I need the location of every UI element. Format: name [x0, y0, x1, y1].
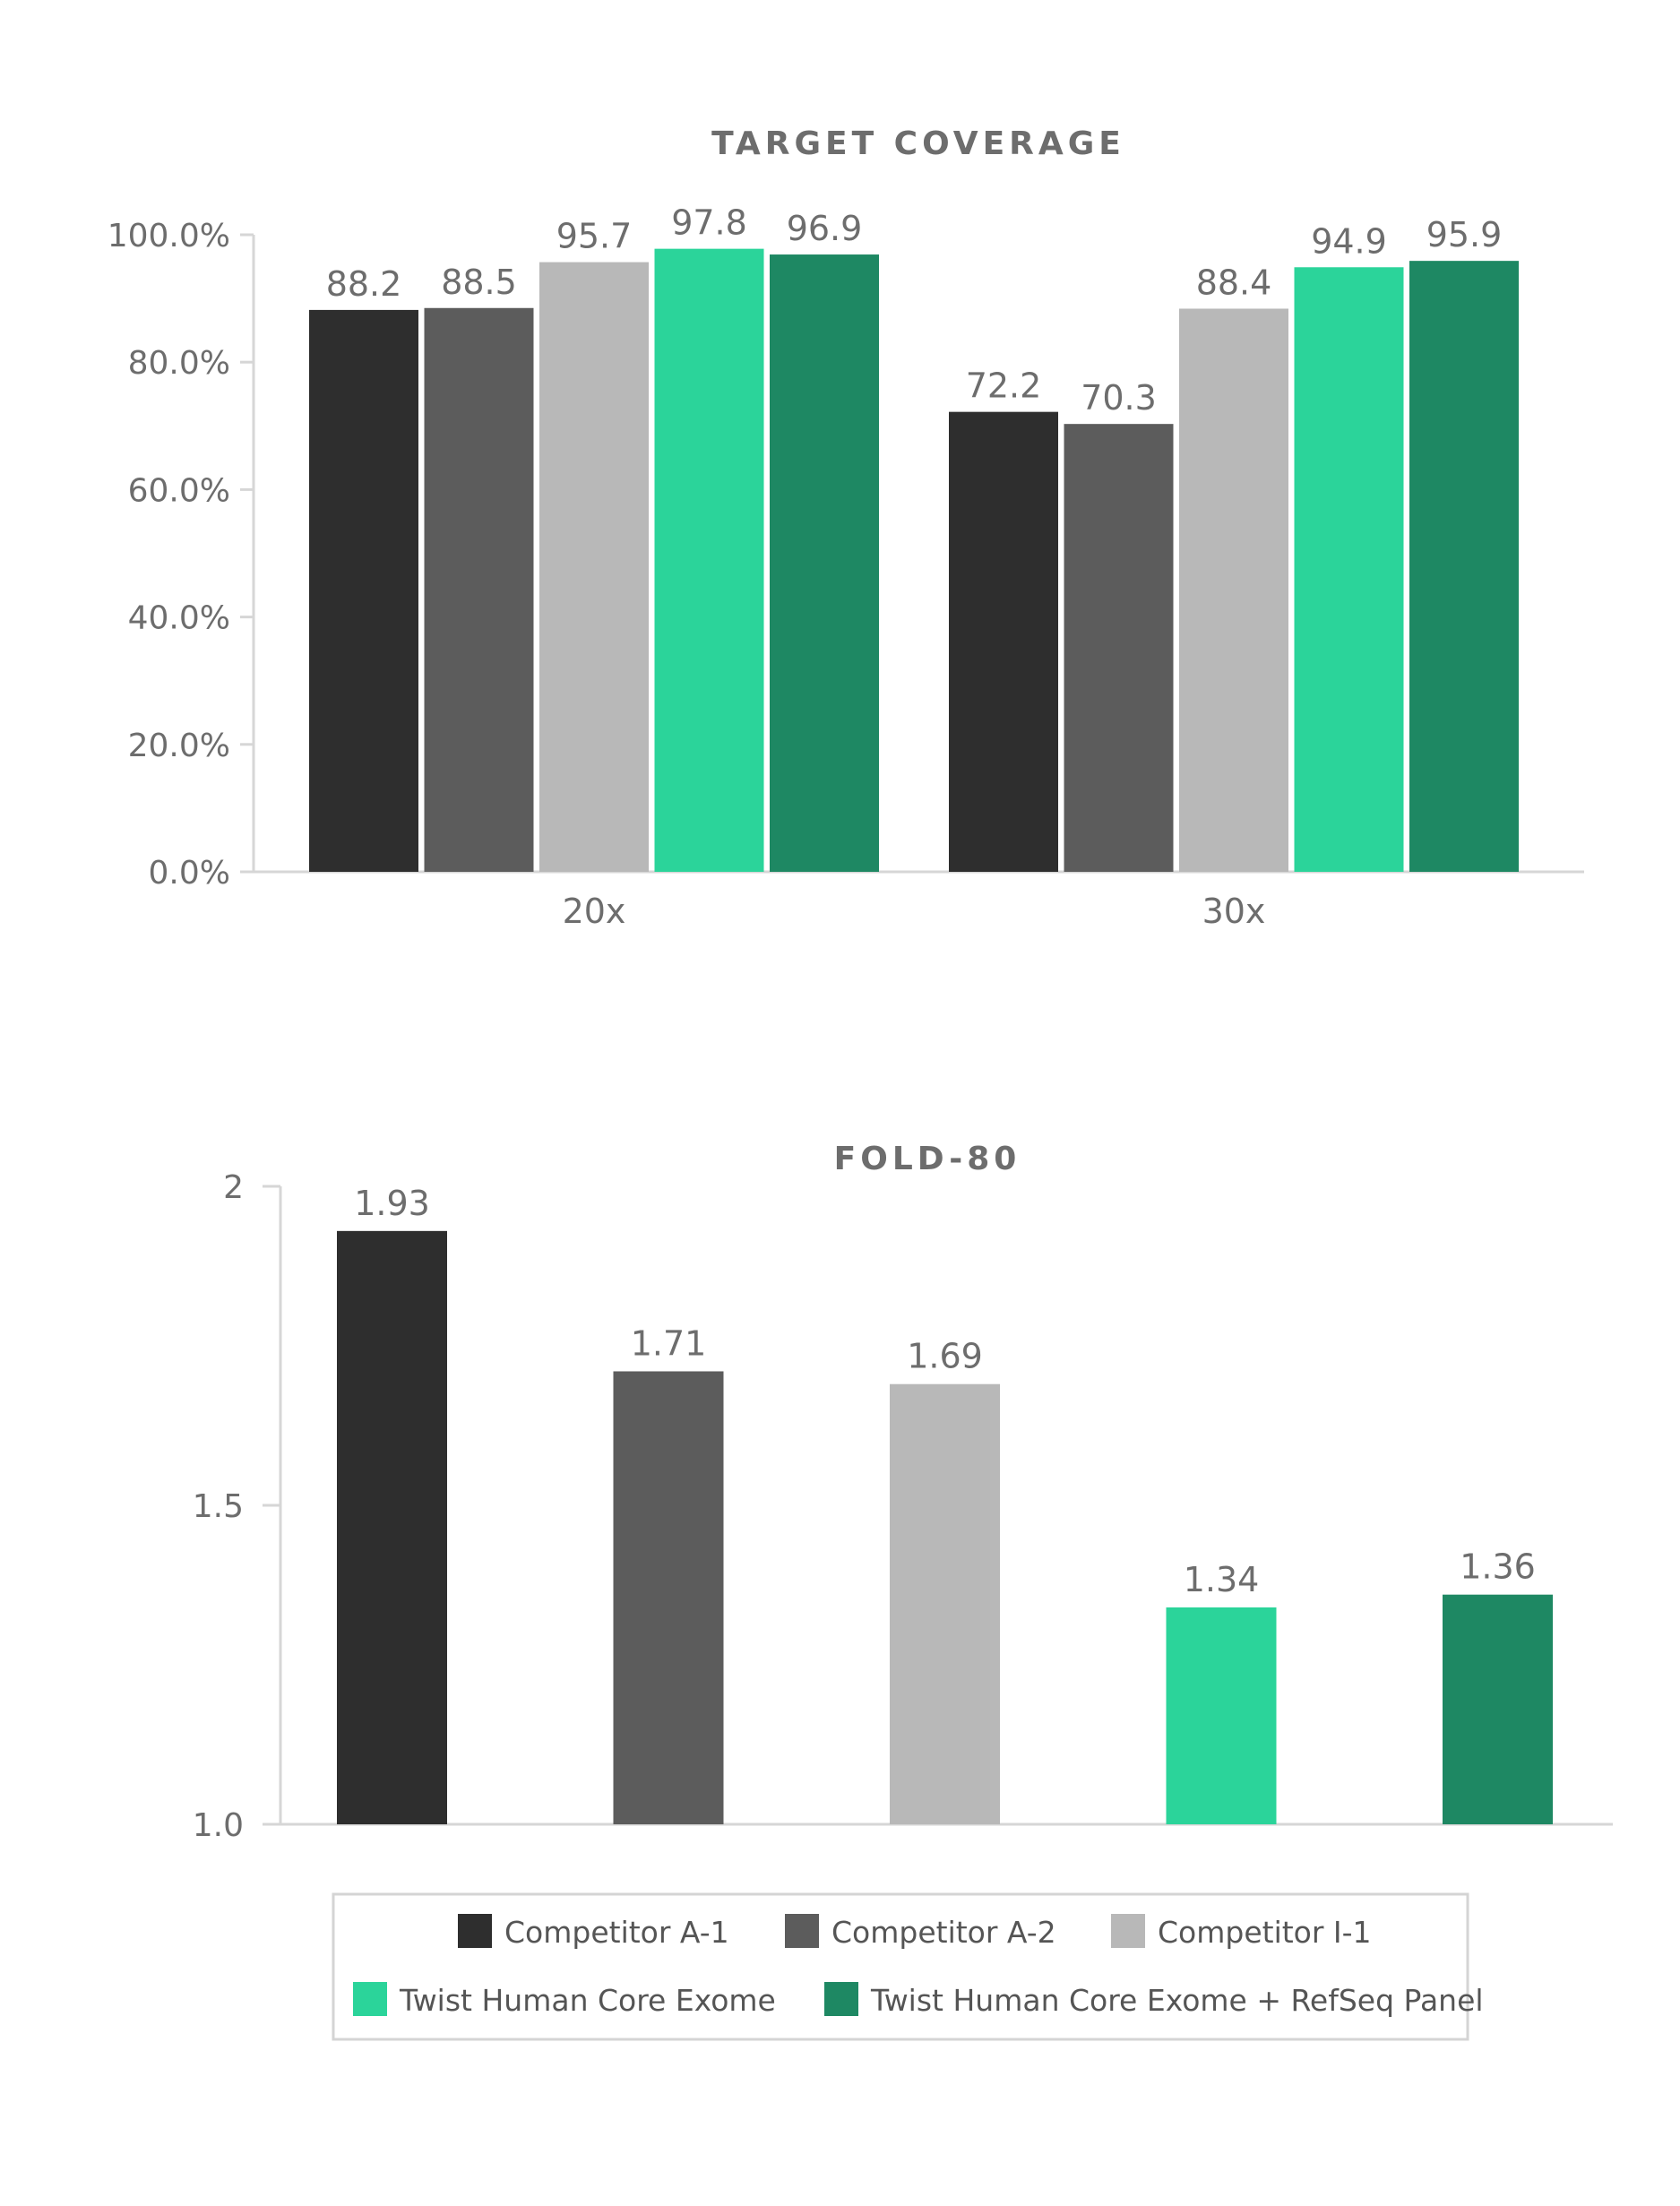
data-label: 72.2 — [966, 366, 1042, 406]
data-label: 95.7 — [556, 217, 633, 256]
legend-swatch-twist-human-core-exome-refseq-panel — [824, 1982, 858, 2016]
bar-30x-twist-human-core-exome — [1294, 267, 1404, 872]
legend-swatch-competitor-a-1 — [458, 1914, 492, 1948]
bar-competitor-i-1 — [890, 1383, 1000, 1824]
y-tick-label: 0.0% — [149, 855, 230, 892]
legend-swatch-twist-human-core-exome — [353, 1982, 387, 2016]
bar-30x-competitor-i-1 — [1179, 308, 1288, 872]
legend-swatch-competitor-a-2 — [785, 1914, 819, 1948]
data-label: 1.93 — [354, 1184, 430, 1223]
legend-label: Twist Human Core Exome — [399, 1983, 776, 2018]
bar-twist-human-core-exome — [1166, 1607, 1277, 1824]
chart-title-fold-80: FOLD-80 — [834, 1141, 1021, 1177]
data-label: 70.3 — [1081, 378, 1157, 418]
data-label: 88.4 — [1196, 263, 1272, 302]
y-tick-label: 2 — [223, 1169, 244, 1206]
legend-label: Competitor I-1 — [1158, 1915, 1372, 1950]
data-label: 1.36 — [1460, 1547, 1536, 1587]
legend-swatch-competitor-i-1 — [1111, 1914, 1145, 1948]
data-label: 1.34 — [1184, 1560, 1260, 1599]
data-label: 1.71 — [631, 1323, 707, 1363]
legend-label: Competitor A-2 — [831, 1915, 1056, 1950]
data-label: 94.9 — [1311, 221, 1387, 261]
y-tick-label: 1.0 — [193, 1807, 244, 1844]
legend-label: Twist Human Core Exome + RefSeq Panel — [870, 1983, 1484, 2018]
data-label: 95.9 — [1426, 215, 1503, 254]
bar-30x-competitor-a-1 — [949, 411, 1058, 873]
chart-title-target-coverage: TARGET COVERAGE — [711, 125, 1125, 162]
bar-competitor-a-1 — [337, 1230, 447, 1824]
y-tick-label: 80.0% — [128, 345, 230, 382]
bar-competitor-a-2 — [613, 1371, 724, 1824]
y-tick-label: 40.0% — [128, 600, 230, 637]
y-tick-label: 20.0% — [128, 728, 230, 764]
fold-80-chart: FOLD-80 1.0 1.5 2 1.93 1.71 1.69 1.34 1.36 — [193, 1141, 1613, 1844]
bar-20x-twist-human-core-exome — [654, 248, 764, 873]
bar-20x-competitor-a-2 — [424, 307, 534, 872]
data-label: 96.9 — [787, 209, 863, 248]
data-label: 88.2 — [326, 264, 402, 304]
data-label: 1.69 — [907, 1337, 983, 1376]
bar-20x-twist-human-core-exome-refseq-panel — [770, 254, 879, 872]
legend: Competitor A-1 Competitor A-2 Competitor I… — [332, 1892, 1484, 2041]
target-coverage-chart: TARGET COVERAGE 0.0% 20.0% 40.0% 60.0% 80.0%… — [108, 125, 1584, 931]
bar-20x-competitor-a-1 — [309, 309, 418, 872]
legend-border — [332, 1892, 1469, 2041]
y-tick-label: 1.5 — [193, 1488, 244, 1525]
x-category-label: 30x — [1202, 892, 1266, 931]
data-label: 88.5 — [441, 263, 517, 302]
data-label: 97.8 — [671, 203, 747, 243]
x-category-label: 20x — [563, 892, 626, 931]
bar-twist-human-core-exome-refseq-panel — [1443, 1594, 1553, 1824]
y-tick-label: 60.0% — [128, 472, 230, 509]
bar-20x-competitor-i-1 — [539, 262, 649, 872]
legend-label: Competitor A-1 — [504, 1915, 729, 1950]
bar-30x-twist-human-core-exome-refseq-panel — [1409, 261, 1519, 872]
bar-30x-competitor-a-2 — [1064, 424, 1174, 872]
y-tick-label: 100.0% — [108, 218, 230, 254]
